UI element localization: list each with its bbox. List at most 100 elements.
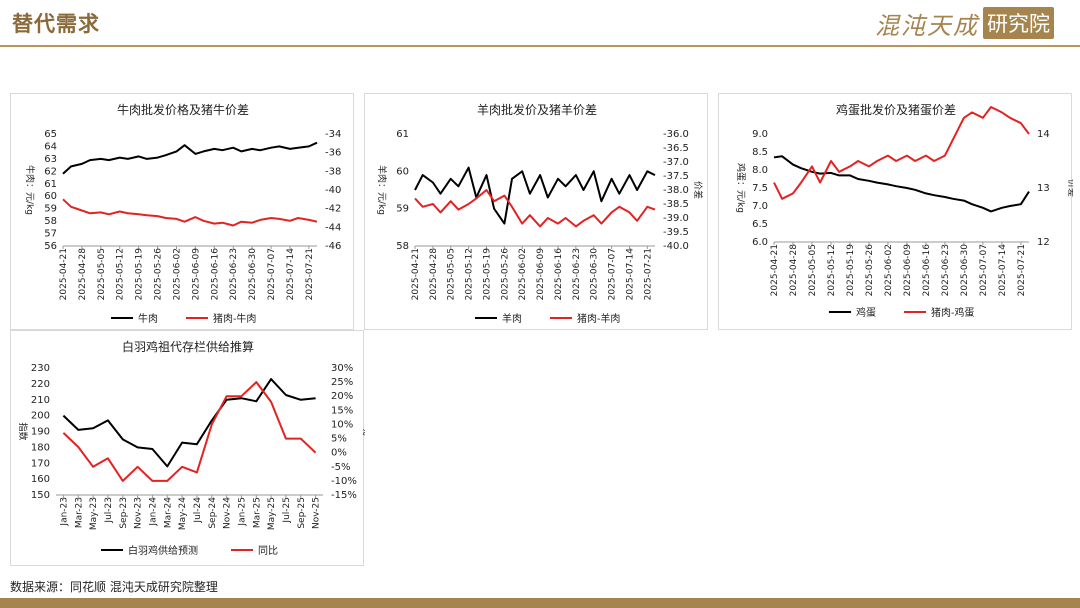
y-tick-label: 9.0 bbox=[752, 129, 768, 140]
y2-axis-label: % bbox=[360, 427, 365, 436]
y-tick-label: 65 bbox=[44, 129, 57, 140]
chart-panel-egg: 鸡蛋批发价及猪蛋价差 6.0 6.5 7.0 7.5 8.0 8.5 9.0 12 13 14 鸡蛋：… bbox=[718, 93, 1073, 330]
x-tick-label: 2025-05-12 bbox=[827, 244, 837, 296]
series-line-primary bbox=[62, 141, 318, 175]
y2-axis-label: 价差 bbox=[692, 181, 704, 199]
x-tick-label: 2025-07-07 bbox=[267, 248, 277, 300]
y2-tick-label: 10% bbox=[331, 419, 353, 430]
legend-label: 羊肉 bbox=[502, 312, 522, 325]
x-tick-label: 2025-04-21 bbox=[411, 248, 421, 300]
x-tick-label: Sep-24 bbox=[208, 497, 218, 529]
y-tick-label: 160 bbox=[31, 474, 50, 485]
page-title: 替代需求 bbox=[12, 11, 100, 36]
y2-tick-label: -40 bbox=[325, 185, 341, 196]
brand-seal: 研究院 bbox=[983, 7, 1054, 39]
y-tick-label: 64 bbox=[44, 141, 57, 152]
chart-title: 白羽鸡祖代存栏供给推算 bbox=[122, 339, 254, 354]
y2-tick-label: 14 bbox=[1037, 129, 1050, 140]
x-tick-label: 2025-07-21 bbox=[1017, 244, 1027, 296]
y2-tick-label: 13 bbox=[1037, 183, 1050, 194]
y2-axis-label: 价差 bbox=[1066, 179, 1073, 197]
x-tick-label: 2025-06-02 bbox=[884, 244, 894, 296]
x-tick-label: Jul-24 bbox=[193, 497, 203, 524]
y2-tick-label: -36.0 bbox=[663, 129, 689, 140]
brand-logo: 混沌天成 研究院 bbox=[875, 7, 1054, 40]
footer-bar bbox=[0, 598, 1080, 608]
x-tick-label: 2025-07-07 bbox=[979, 244, 989, 296]
x-tick-label: 2025-06-09 bbox=[191, 248, 201, 301]
y-axis-label: 羊肉：元/kg bbox=[376, 165, 388, 215]
x-tick-label: 2025-05-19 bbox=[846, 244, 856, 297]
x-tick-label: 2025-06-16 bbox=[922, 244, 932, 297]
y-tick-label: 150 bbox=[31, 490, 50, 501]
series-line-primary bbox=[414, 166, 656, 225]
y-axis-label: 牛肉：元/kg bbox=[24, 165, 36, 215]
x-tick-label: 2025-06-23 bbox=[941, 244, 951, 296]
series-line-secondary bbox=[62, 381, 317, 482]
legend-label: 牛肉 bbox=[138, 312, 158, 325]
y-tick-label: 220 bbox=[31, 379, 50, 390]
chart-panel-beef: 牛肉批发价格及猪牛价差 56 57 58 59 60 61 62 63 64 65 -46 -44 -42… bbox=[10, 93, 355, 330]
x-tick-label: 2025-04-28 bbox=[789, 244, 799, 297]
legend-label: 猪肉-牛肉 bbox=[213, 312, 256, 325]
y-axis-label: 指数 bbox=[17, 422, 29, 440]
x-tick-label: 2025-05-19 bbox=[135, 248, 145, 301]
x-tick-label: Sep-23 bbox=[119, 497, 129, 529]
x-tick-label: 2025-06-23 bbox=[572, 248, 582, 300]
y-tick-label: 61 bbox=[44, 179, 57, 190]
y-tick-label: 8.5 bbox=[752, 147, 768, 158]
y-tick-label: 60 bbox=[396, 166, 409, 177]
y2-tick-label: -38.0 bbox=[663, 185, 689, 196]
x-tick-label: Mar-23 bbox=[74, 497, 84, 528]
y2-tick-label: -46 bbox=[325, 241, 341, 252]
x-tick-label: 2025-06-16 bbox=[554, 248, 564, 301]
y2-tick-label: 30% bbox=[331, 363, 353, 374]
x-tick-label: 2025-05-12 bbox=[465, 248, 475, 300]
y2-tick-label: -5% bbox=[331, 462, 350, 473]
x-tick-label: 2025-07-14 bbox=[286, 248, 296, 301]
x-tick-label: Nov-25 bbox=[312, 497, 322, 529]
y2-tick-label: 0% bbox=[331, 448, 347, 459]
x-tick-label: Mar-24 bbox=[163, 497, 173, 528]
x-tick-label: Jul-25 bbox=[282, 497, 292, 524]
legend-label: 白羽鸡供给预测 bbox=[128, 544, 198, 557]
y2-tick-label: -15% bbox=[331, 490, 357, 501]
x-tick-label: 2025-05-26 bbox=[865, 244, 875, 297]
y-tick-label: 170 bbox=[31, 458, 50, 469]
y2-tick-label: 25% bbox=[331, 377, 353, 388]
x-tick-label: 2025-07-21 bbox=[643, 248, 653, 300]
header: 替代需求 混沌天成 研究院 bbox=[0, 0, 1080, 47]
chart-mutton: 羊肉批发价及猪羊价差 58 59 60 61 -40.0 -39.5 -39.0 -38.5 -3… bbox=[376, 102, 704, 325]
legend-label: 猪肉-羊肉 bbox=[577, 312, 620, 325]
x-tick-label: 2025-05-12 bbox=[116, 248, 126, 300]
series-line-secondary bbox=[414, 189, 656, 228]
y-tick-label: 8.0 bbox=[752, 165, 768, 176]
y-tick-label: 58 bbox=[44, 216, 57, 227]
chart-title: 羊肉批发价及猪羊价差 bbox=[477, 102, 597, 117]
y-tick-label: 7.0 bbox=[752, 201, 768, 212]
x-tick-label: 2025-06-30 bbox=[590, 248, 600, 301]
x-tick-label: 2025-06-23 bbox=[229, 248, 239, 300]
x-tick-label: May-24 bbox=[178, 497, 188, 530]
y-tick-label: 230 bbox=[31, 363, 50, 374]
x-tick-label: 2025-04-28 bbox=[429, 248, 439, 301]
y2-tick-label: -38.5 bbox=[663, 199, 689, 210]
y-axis-label: 鸡蛋：元/kg bbox=[735, 163, 747, 213]
chart-panel-mutton: 羊肉批发价及猪羊价差 58 59 60 61 -40.0 -39.5 -39.0 -38.5 -3… bbox=[364, 93, 708, 330]
x-tick-label: 2025-05-05 bbox=[97, 248, 107, 300]
x-tick-label: 2025-04-21 bbox=[59, 248, 69, 300]
y-tick-label: 57 bbox=[44, 229, 57, 240]
y2-tick-label: -10% bbox=[331, 476, 357, 487]
x-tick-label: Sep-25 bbox=[297, 497, 307, 529]
y2-tick-label: -40.0 bbox=[663, 241, 689, 252]
y-tick-label: 210 bbox=[31, 395, 50, 406]
brand-text: 混沌天成 bbox=[875, 11, 979, 40]
y-tick-label: 6.0 bbox=[752, 237, 768, 248]
y2-tick-label: -38 bbox=[325, 166, 341, 177]
x-tick-label: 2025-06-09 bbox=[903, 244, 913, 297]
y-tick-label: 180 bbox=[31, 442, 50, 453]
x-tick-label: Jul-23 bbox=[104, 497, 114, 524]
x-tick-label: Jan-25 bbox=[237, 497, 247, 527]
y2-tick-label: -37.5 bbox=[663, 171, 689, 182]
